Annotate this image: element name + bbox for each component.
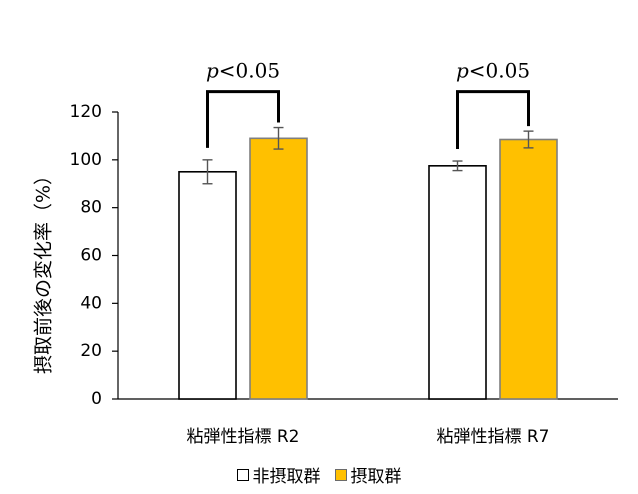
x-category-label: 粘弾性指標 R7 (436, 427, 549, 447)
legend-swatch-gold (334, 468, 347, 481)
legend-label-intake: 摂取群 (350, 467, 402, 487)
y-tick-label: 40 (80, 293, 102, 313)
bar-chart: 摂取前後の変化率（%） 0 20 40 60 80 100 120 粘弾性指標 R2 粘弾性指標… (33, 59, 618, 447)
y-tick-label: 20 (80, 341, 102, 361)
y-tick-label: 0 (91, 389, 102, 409)
y-tick-label: 80 (80, 198, 102, 218)
bar (249, 137, 308, 400)
bar (178, 170, 237, 400)
significance-bracket (206, 90, 280, 148)
bar (499, 138, 558, 400)
legend: 非摂取群 摂取群 (0, 462, 638, 487)
legend-swatch-white (236, 468, 249, 481)
bar (428, 165, 487, 400)
significance-label: p<0.05 (456, 59, 530, 83)
x-category-label: 粘弾性指標 R2 (186, 427, 299, 447)
y-tick-label: 100 (70, 150, 102, 170)
legend-item-non-intake: 非摂取群 (236, 462, 321, 487)
significance-label: p<0.05 (206, 59, 280, 83)
y-tick-label: 60 (80, 246, 102, 266)
y-tick-label: 120 (70, 102, 102, 122)
y-axis-title: 摂取前後の変化率（%） (33, 166, 55, 374)
legend-label-non-intake: 非摂取群 (252, 467, 321, 487)
significance-bracket (456, 90, 530, 150)
legend-item-intake: 摂取群 (334, 462, 402, 487)
